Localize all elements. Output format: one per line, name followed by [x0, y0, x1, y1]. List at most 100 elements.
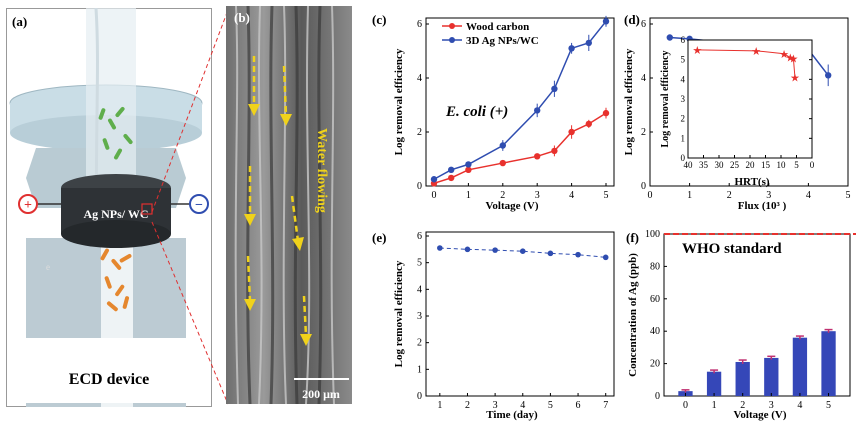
chart-f-ytick-label: 20 — [650, 359, 660, 370]
chart-e-ytick-label: 0 — [417, 391, 422, 402]
chart-f-bar — [821, 331, 836, 396]
chart-e-point — [602, 254, 609, 261]
chart-f-bar — [735, 361, 750, 396]
svg-text:−: − — [195, 198, 203, 213]
chart-f-xtick-label: 2 — [740, 400, 745, 411]
chart-e-point — [492, 247, 498, 253]
svg-text:+: + — [24, 198, 32, 213]
chart-c-xlabel: Voltage (V) — [485, 200, 538, 212]
chart-d-inset-xtick-label: 30 — [715, 160, 725, 170]
chart-c-ytick-label: 4 — [417, 73, 422, 84]
chart-d-inset-ytick-label: 6 — [681, 35, 686, 45]
chart-d-inset-xtick-label: 15 — [761, 160, 771, 170]
chart-d-point — [825, 72, 832, 79]
chart-d-inset-xlabel: HRT(s) — [734, 176, 769, 188]
chart-d-inset-xtick-label: 25 — [730, 160, 740, 170]
chart-d-xtick-label: 0 — [648, 190, 653, 201]
panel-e: (e) Time (day) Log removal efficiency 1 2… — [372, 226, 622, 422]
chart-c-xtick-label: 2 — [500, 190, 505, 201]
chart-c-point — [534, 153, 541, 160]
chart-d-inset-ytick-label: 3 — [681, 94, 686, 104]
chart-d-inset-point: ★ — [692, 45, 702, 57]
chart-d-inset-frame — [687, 39, 813, 159]
chart-c-plot-frame — [425, 17, 615, 187]
chart-d-xtick-label: 4 — [806, 190, 811, 201]
chart-f-xtick-label: 0 — [683, 400, 688, 411]
chart-d-inset-point: ★ — [788, 54, 798, 66]
chart-c-point — [499, 159, 506, 167]
chart-d-inset-xtick-label: 35 — [699, 160, 709, 170]
chart-e-xtick-label: 1 — [437, 400, 442, 411]
chart-e-ytick-label: 2 — [417, 338, 422, 349]
chart-e-ytick-label: 5 — [417, 258, 422, 269]
chart-c-point — [602, 18, 610, 25]
panel-f-label: (f) — [626, 230, 639, 245]
device-caption: ECD device — [69, 371, 149, 388]
chart-d-inset-ytick-label: 4 — [681, 74, 686, 84]
chart-d-ytick-label: 4 — [641, 73, 646, 84]
chart-f-ytick-label: 60 — [650, 294, 660, 305]
chart-d-plot-frame — [649, 17, 849, 187]
chart-c-annotation: E. coli (+) — [445, 104, 508, 120]
chart-d-inset-point: ★ — [790, 72, 800, 84]
chart-d-inset-ytick-label: 2 — [681, 114, 686, 124]
chart-c-point — [534, 107, 541, 114]
chart-d-ylabel: Log removal efficiency — [623, 48, 635, 155]
chart-f-xtick-label: 5 — [826, 400, 831, 411]
ecd-device-illustration: (a) Ag NPs/ WC + — [6, 7, 212, 408]
positive-terminal-icon: + — [18, 194, 38, 214]
chart-e-point — [547, 250, 554, 257]
chart-c-point — [465, 161, 472, 168]
chart-d-xtick-label: 3 — [766, 190, 771, 201]
chart-e-point — [575, 251, 581, 258]
chart-f-ytick-label: 40 — [650, 326, 660, 337]
chart-c-series-line — [433, 112, 607, 185]
chart-c-point — [602, 109, 610, 117]
chart-d-inset-ytick-label: 0 — [681, 153, 686, 163]
chart-d-inset-ytick-label: 5 — [681, 55, 686, 65]
chart-c-legend-marker — [449, 37, 455, 43]
chart-d-inset-xtick-label: 20 — [746, 160, 756, 170]
chart-c-point — [448, 166, 455, 173]
panel-c: (c) Log removal efficiency Voltage (V) E… — [372, 8, 622, 213]
chart-d-xtick-label: 5 — [846, 190, 851, 201]
chart-e-xtick-label: 5 — [548, 400, 553, 411]
flow-text: Water flowing — [314, 128, 329, 213]
chart-c-legend-marker — [449, 23, 455, 29]
chart-f-xtick-label: 3 — [769, 400, 774, 411]
panel-a: (a) Ag NPs/ WC + — [6, 7, 212, 408]
chart-f-xlabel: Voltage (V) — [733, 409, 786, 421]
chart-f-xtick-label: 1 — [712, 400, 717, 411]
chart-e-xtick-label: 4 — [520, 400, 525, 411]
panel-a-label: (a) — [12, 14, 27, 29]
chart-d-ytick-label: 6 — [641, 19, 646, 30]
chart-d-point — [666, 34, 673, 41]
chart-e-ytick-label: 4 — [417, 284, 422, 295]
chart-e-ytick-label: 6 — [417, 231, 422, 242]
chart-d-inset-ylabel: Log removal efficiency — [660, 50, 671, 147]
chart-d-ytick-label: 2 — [641, 127, 646, 138]
chart-d-svg: (d) Flux (10³ ) Log removal efficiency H… — [623, 12, 851, 212]
chart-e-ytick-label: 3 — [417, 311, 422, 322]
chart-c-point — [568, 45, 575, 52]
sem-image: (b) Water flowing 200 μm — [226, 5, 352, 405]
chart-f-bar — [764, 357, 779, 396]
chart-f-bar — [706, 371, 722, 396]
chart-d-inset-point: ★ — [779, 49, 789, 61]
chart-e-xtick-label: 2 — [465, 400, 470, 411]
chart-c-point — [465, 166, 472, 173]
bacteria-green-icon — [98, 106, 133, 160]
chart-d-inset-xtick-label: 5 — [794, 160, 799, 170]
bacteria-orange-icon — [100, 248, 132, 312]
chart-c-ytick-label: 0 — [417, 181, 422, 192]
chart-f-ytick-label: 0 — [655, 391, 660, 402]
chart-c-point — [568, 128, 575, 136]
chart-d-xtick-label: 1 — [687, 190, 692, 201]
zoom-region-marker — [141, 203, 153, 215]
chart-d-inset-point: ★ — [751, 46, 761, 58]
chart-c-ytick-label: 2 — [417, 127, 422, 138]
chart-e-svg: (e) Time (day) Log removal efficiency 1 2… — [372, 230, 615, 421]
chart-e-plot-frame — [425, 231, 615, 397]
chart-c-point — [551, 147, 558, 155]
